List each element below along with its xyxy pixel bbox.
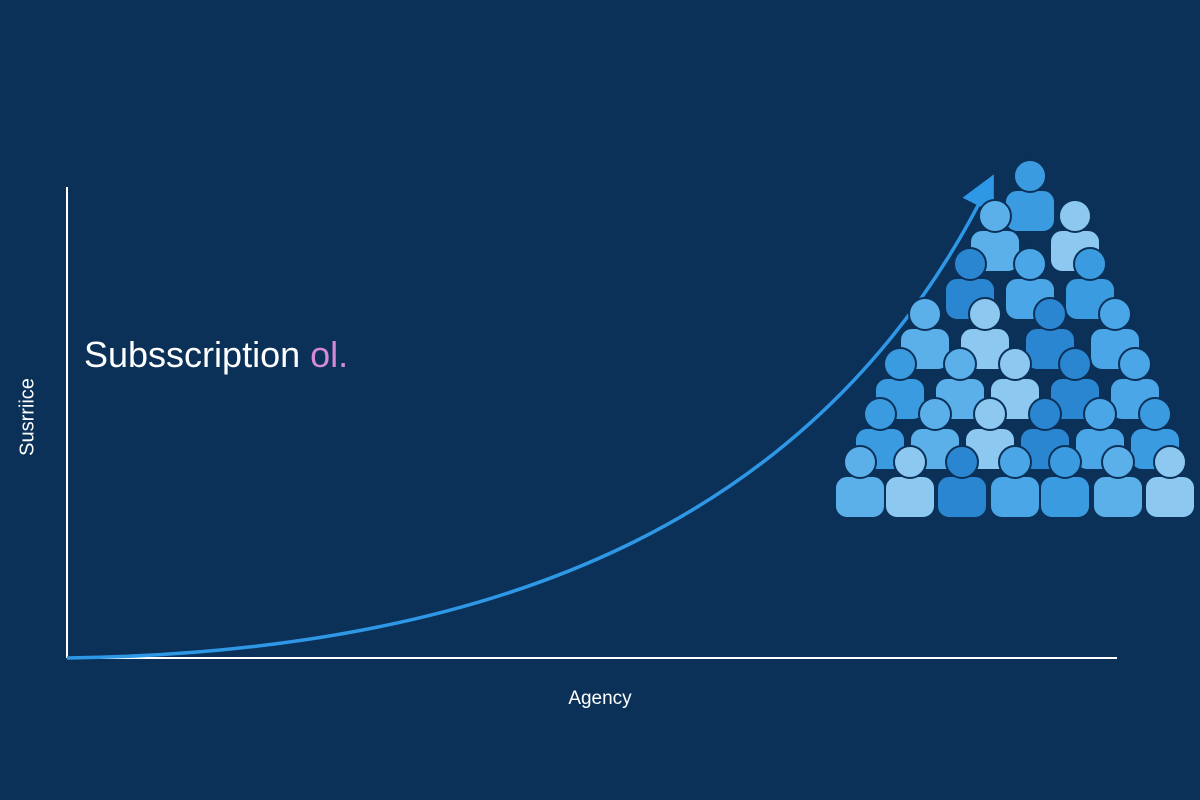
title-text: Subsscription bbox=[84, 334, 311, 375]
person-body bbox=[1039, 475, 1091, 519]
person-head bbox=[1028, 397, 1062, 431]
person-head bbox=[908, 297, 942, 331]
person-head bbox=[1101, 445, 1135, 479]
people-crowd bbox=[834, 159, 1196, 519]
person-head bbox=[968, 297, 1002, 331]
person-body bbox=[1092, 475, 1144, 519]
person-head bbox=[943, 347, 977, 381]
person-head bbox=[1098, 297, 1132, 331]
person-head bbox=[1118, 347, 1152, 381]
person-body bbox=[1144, 475, 1196, 519]
person-body bbox=[1004, 189, 1056, 233]
person-head bbox=[1033, 297, 1067, 331]
title: Subsscription ol. bbox=[84, 334, 348, 376]
person-head bbox=[863, 397, 897, 431]
person-body bbox=[884, 475, 936, 519]
person-head bbox=[1058, 347, 1092, 381]
person-head bbox=[893, 445, 927, 479]
person-body bbox=[936, 475, 988, 519]
person-head bbox=[843, 445, 877, 479]
person-head bbox=[883, 347, 917, 381]
person-head bbox=[1013, 159, 1047, 193]
person-body bbox=[989, 475, 1041, 519]
person-head bbox=[1138, 397, 1172, 431]
person-body bbox=[834, 475, 886, 519]
person-head bbox=[1073, 247, 1107, 281]
person-head bbox=[978, 199, 1012, 233]
person-head bbox=[918, 397, 952, 431]
person-head bbox=[1048, 445, 1082, 479]
person-head bbox=[945, 445, 979, 479]
title-accent: ol. bbox=[310, 334, 349, 375]
growth-curve bbox=[66, 174, 994, 660]
person-head bbox=[998, 445, 1032, 479]
person-head bbox=[953, 247, 987, 281]
y-axis-label: Susrriice bbox=[16, 378, 39, 456]
person-head bbox=[973, 397, 1007, 431]
person-head bbox=[998, 347, 1032, 381]
x-axis-label: Agency bbox=[568, 688, 632, 709]
person-head bbox=[1013, 247, 1047, 281]
person-head bbox=[1058, 199, 1092, 233]
person-head bbox=[1153, 445, 1187, 479]
person-head bbox=[1083, 397, 1117, 431]
